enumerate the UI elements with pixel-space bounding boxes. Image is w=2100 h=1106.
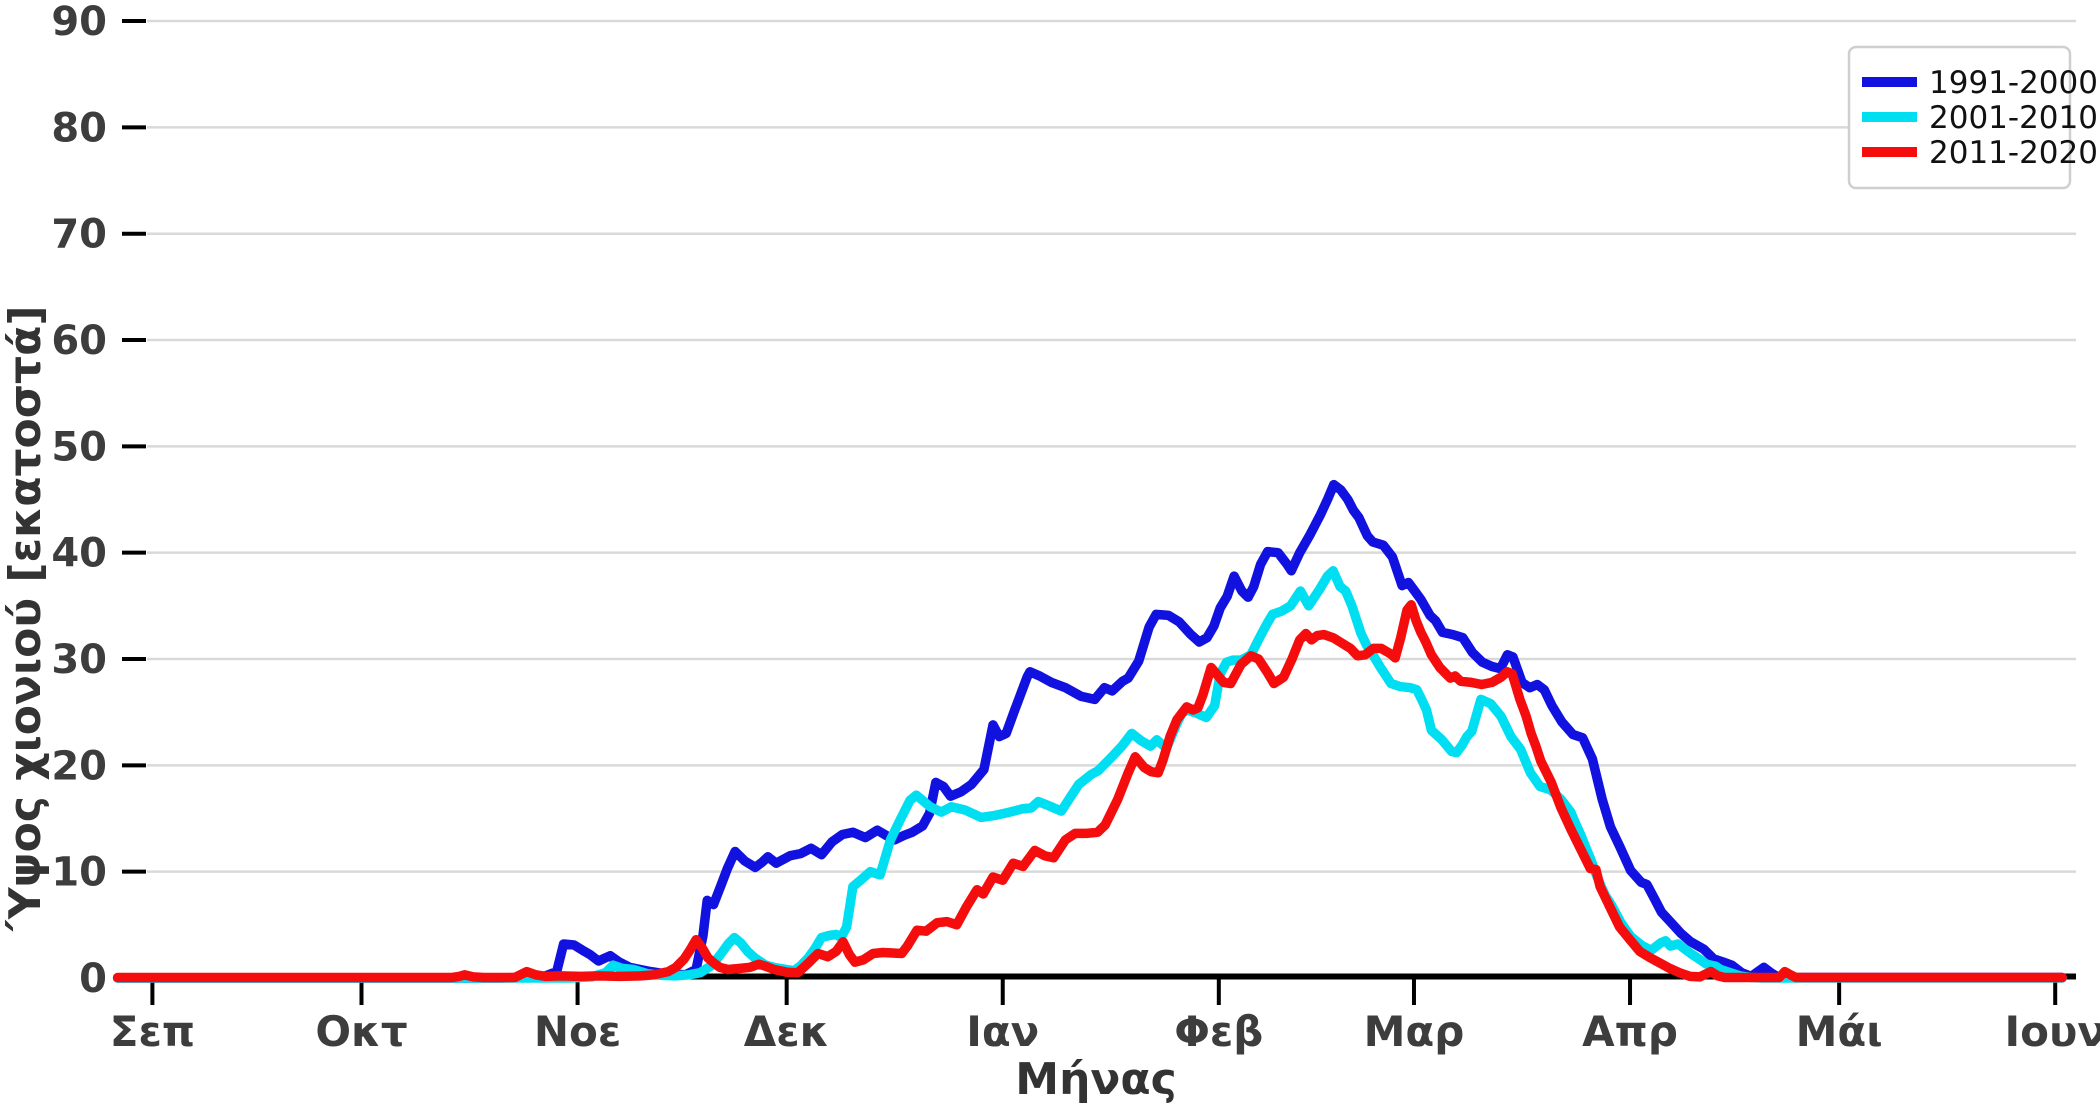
x-tick-label-Νοε: Νοε	[534, 1007, 621, 1056]
series-line-2001-2010	[112, 566, 2067, 983]
y-axis-title: Ύψος χιονιού [εκατοστά]	[0, 306, 51, 933]
y-tick-label-10: 10	[51, 850, 107, 896]
legend-label-2001-2010: 2001-2010	[1929, 100, 2098, 136]
x-tick-label-Απρ: Απρ	[1582, 1007, 1678, 1056]
x-tick-label-Ιαν: Ιαν	[966, 1007, 1039, 1056]
axes-layer: 0 10 20 30 40 50 60 70 80 90 Σεπ Οκτ Νοε Δεκ Ιαν Φεβ Μαρ…	[51, 0, 2100, 1056]
y-tick-label-40: 40	[51, 531, 107, 577]
x-tick-label-Σεπ: Σεπ	[110, 1007, 195, 1056]
x-tick-label-Οκτ: Οκτ	[315, 1007, 407, 1056]
y-tick-label-20: 20	[51, 743, 107, 789]
legend-label-1991-2000: 1991-2000	[1929, 65, 2098, 101]
x-tick-label-Μάι: Μάι	[1796, 1007, 1883, 1056]
y-tick-label-50: 50	[51, 424, 107, 470]
y-tick-label-70: 70	[51, 212, 107, 258]
series-line-1991-2000	[112, 479, 2067, 983]
x-tick-label-Ιουν: Ιουν	[2004, 1007, 2100, 1056]
series-line-2011-2020	[112, 600, 2067, 983]
y-tick-label-0: 0	[79, 956, 107, 1002]
x-tick-label-Δεκ: Δεκ	[744, 1007, 830, 1056]
x-tick-label-Φεβ: Φεβ	[1174, 1007, 1263, 1056]
legend-label-2011-2020: 2011-2020	[1929, 135, 2098, 171]
y-tick-label-60: 60	[51, 318, 107, 364]
x-tick-label-Μαρ: Μαρ	[1364, 1007, 1465, 1056]
y-tick-label-90: 90	[51, 0, 107, 45]
y-tick-label-30: 30	[51, 637, 107, 683]
gridlines-layer	[147, 19, 2076, 873]
series-layer	[112, 479, 2067, 983]
y-tick-label-80: 80	[51, 105, 107, 151]
x-axis-title: Μήνας	[1015, 1054, 1176, 1105]
